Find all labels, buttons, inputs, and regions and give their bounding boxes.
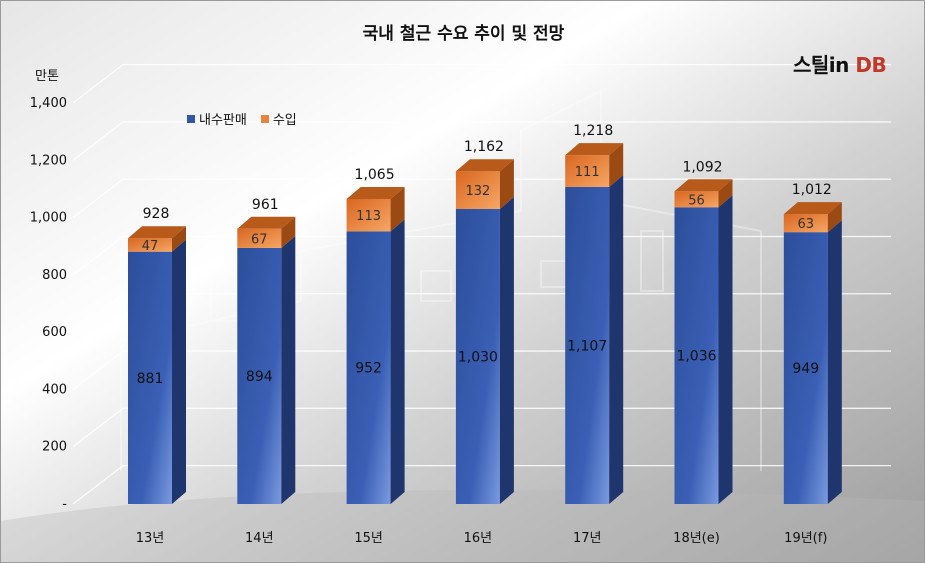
bar-domestic — [346, 231, 391, 504]
bar-import-top — [346, 186, 405, 199]
bar-domestic-side — [609, 174, 624, 504]
data-label-domestic: 881 — [137, 371, 164, 387]
data-label-import: 63 — [798, 217, 815, 232]
y-tick-label: 1,400 — [30, 96, 67, 111]
bar-import-top — [783, 202, 842, 215]
bar-import-top — [237, 216, 296, 229]
data-label-total: 1,092 — [682, 159, 722, 175]
bar-domestic-side — [390, 219, 405, 504]
x-tick-label: 19년(f) — [784, 531, 827, 546]
bar-import-top — [674, 179, 733, 192]
y-tick-label: 1,200 — [30, 153, 67, 168]
y-tick-label: - — [62, 497, 67, 512]
legend-swatch-domestic — [187, 114, 195, 123]
data-label-domestic: 894 — [246, 369, 273, 385]
data-label-import: 111 — [575, 165, 600, 180]
x-tick-label: 15년 — [354, 531, 383, 546]
data-label-domestic: 1,036 — [676, 349, 716, 365]
y-tick-label: 800 — [42, 268, 67, 283]
legend-item-import: 수입 — [260, 109, 297, 128]
data-label-import: 56 — [688, 193, 705, 208]
bar-domestic-side — [827, 220, 842, 504]
bar-import-top — [128, 226, 186, 239]
bar-domestic-side — [718, 195, 733, 504]
data-label-total: 1,218 — [573, 123, 613, 139]
gridline — [72, 350, 891, 390]
bar-import-side — [718, 179, 733, 208]
gridline — [72, 121, 891, 161]
x-tick-label: 18년(e) — [673, 531, 720, 546]
bar-import — [783, 214, 828, 233]
data-label-import: 67 — [251, 232, 268, 247]
gridline — [72, 464, 891, 505]
x-tick-label: 17년 — [573, 531, 602, 546]
y-axis-unit-label: 만톤 — [35, 69, 59, 84]
legend-label-import: 수입 — [272, 113, 297, 128]
bar-domestic — [455, 209, 500, 504]
data-label-total: 928 — [143, 206, 170, 222]
gridline — [72, 293, 891, 333]
bar-import — [237, 228, 282, 248]
y-tick-label: 200 — [42, 440, 67, 455]
bar-domestic-side — [499, 197, 514, 504]
bar-domestic — [565, 186, 610, 504]
bar-import-top — [565, 143, 624, 156]
bar-import-side — [827, 202, 842, 233]
bar-domestic — [674, 207, 719, 504]
x-tick-label: 14년 — [245, 531, 274, 546]
bar-domestic — [128, 251, 172, 504]
gridline — [72, 63, 891, 104]
legend-item-domestic: 내수판매 — [187, 109, 247, 128]
chart-title: 국내 철근 수요 추이 및 전망 — [362, 24, 565, 44]
y-tick-label: 400 — [42, 382, 67, 397]
y-tick-label: 600 — [42, 325, 67, 340]
bar-domestic — [237, 247, 282, 504]
bar-import — [455, 171, 500, 210]
gridline — [72, 407, 891, 448]
y-tick-label: 1,000 — [30, 211, 67, 226]
bar-domestic-side — [281, 235, 296, 504]
bar-import — [674, 191, 719, 208]
bar-import-side — [281, 216, 296, 248]
data-label-import: 132 — [465, 184, 490, 199]
data-label-domestic: 952 — [355, 361, 382, 377]
bar-import-side — [390, 186, 405, 232]
data-label-domestic: 949 — [792, 361, 819, 377]
gridline — [72, 235, 891, 276]
data-label-domestic: 1,107 — [567, 338, 607, 354]
bar-import-side — [609, 143, 624, 187]
data-label-total: 1,065 — [355, 167, 395, 183]
data-label-total: 1,012 — [792, 182, 832, 198]
brand-logo: 스틸in DB — [793, 49, 887, 78]
bar-import — [128, 238, 172, 252]
bar-import-top — [455, 159, 514, 172]
data-label-import: 113 — [356, 209, 381, 224]
legend-label-domestic: 내수판매 — [199, 113, 247, 128]
data-label-total: 961 — [252, 197, 279, 213]
bar-import-side — [172, 226, 186, 252]
data-label-import: 47 — [142, 239, 159, 254]
logo-text-main: 스틸in — [793, 53, 849, 77]
legend-swatch-import — [260, 114, 269, 123]
logo-text-db: DB — [855, 53, 887, 77]
bar-import-side — [499, 159, 514, 210]
chart-legend: 내수판매 수입 — [187, 109, 297, 128]
x-tick-label: 13년 — [136, 531, 165, 546]
bar-domestic-side — [172, 239, 186, 505]
gridline — [72, 178, 891, 219]
bar-domestic — [783, 232, 828, 504]
data-label-domestic: 1,030 — [458, 350, 498, 366]
bar-import — [346, 198, 391, 232]
bar-import — [565, 155, 610, 187]
data-label-total: 1,162 — [464, 139, 504, 155]
x-tick-label: 16년 — [464, 531, 493, 546]
